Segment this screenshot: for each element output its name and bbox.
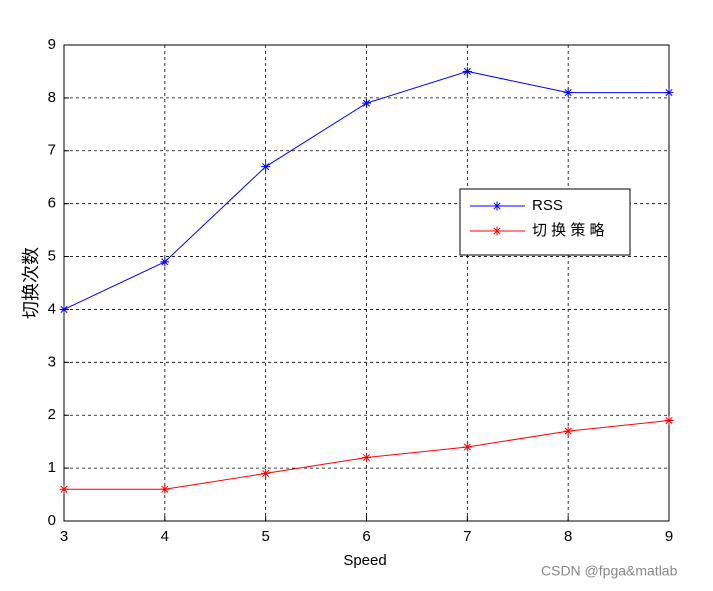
marker [59,484,69,494]
x-tick-label: 4 [161,528,169,545]
y-tick-label: 7 [48,142,56,159]
y-tick-label: 1 [48,459,56,476]
x-tick-label: 7 [463,528,471,545]
x-tick-label: 5 [261,528,269,545]
marker [362,98,371,108]
marker [664,416,674,426]
watermark: CSDN @fpga&matlab [541,563,678,579]
x-axis-label: Speed [343,552,386,569]
marker [261,468,271,478]
legend-box [459,188,631,256]
marker [362,453,371,463]
x-tick-label: 9 [665,528,673,545]
marker [462,442,472,452]
y-tick-label: 3 [48,353,56,370]
marker [462,66,472,76]
y-tick-label: 9 [48,36,56,53]
y-tick-label: 6 [48,195,56,212]
x-tick-label: 8 [564,528,572,545]
marker [160,257,170,267]
legend-marker [492,226,502,236]
legend-label: 切 换 策 略 [532,222,605,239]
marker [160,484,170,494]
x-tick-label: 3 [60,528,68,545]
marker [261,162,271,172]
plot-frame [63,44,670,522]
y-tick-label: 8 [48,89,56,106]
y-tick-label: 2 [48,406,56,423]
marker [664,88,674,98]
y-tick-label: 0 [48,512,56,529]
legend-label: RSS [532,197,563,214]
marker [59,304,69,314]
y-axis-label: 切换次数 [21,247,42,319]
marker [563,88,573,98]
y-tick-label: 4 [48,300,56,317]
marker [563,426,573,436]
legend-marker [492,201,502,211]
x-tick-label: 6 [362,528,370,545]
y-tick-label: 5 [48,248,56,265]
